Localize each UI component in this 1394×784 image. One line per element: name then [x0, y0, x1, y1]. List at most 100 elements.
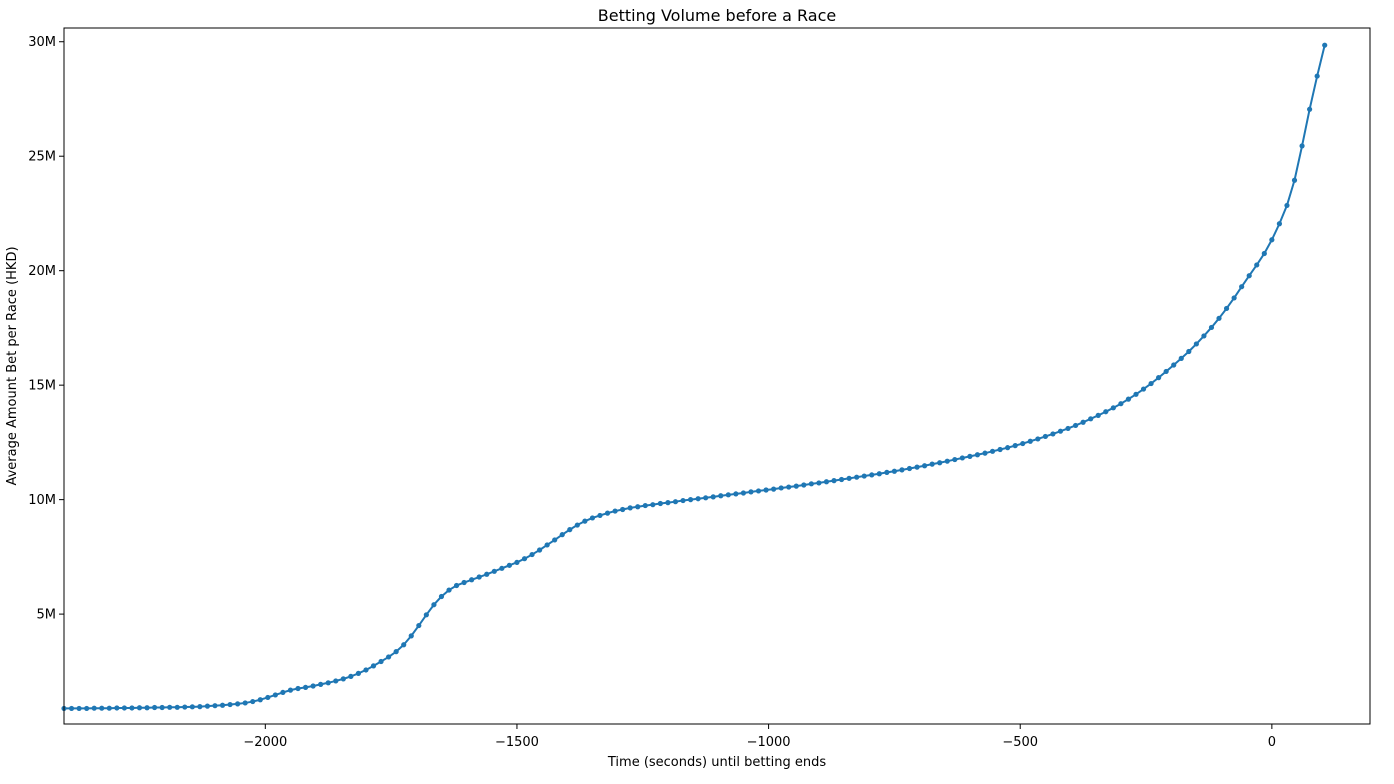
data-point	[838, 476, 845, 483]
data-point	[748, 489, 754, 495]
data-point	[899, 467, 905, 473]
data-point	[310, 683, 316, 689]
data-point	[1035, 436, 1041, 442]
data-point	[755, 488, 762, 494]
data-point	[197, 704, 203, 710]
data-point	[1072, 422, 1079, 429]
data-point	[552, 537, 558, 543]
data-point	[333, 678, 339, 684]
data-point	[84, 705, 90, 712]
data-point	[922, 463, 928, 469]
data-point	[242, 700, 248, 706]
data-point	[378, 658, 384, 665]
data-point	[537, 547, 543, 553]
data-point	[937, 460, 943, 466]
data-point	[612, 508, 618, 514]
data-point	[589, 515, 596, 521]
data-point	[106, 705, 112, 711]
data-point	[114, 705, 120, 711]
data-point	[363, 667, 369, 673]
data-point	[635, 504, 641, 510]
data-point	[876, 471, 882, 477]
data-point	[1133, 391, 1139, 397]
data-point	[1223, 305, 1230, 312]
data-point	[302, 684, 309, 690]
data-point	[884, 469, 890, 475]
y-axis: 5M 10M 15M 20M 25M 30M	[28, 35, 64, 623]
data-point	[1193, 341, 1199, 347]
data-point	[816, 480, 822, 486]
data-point	[672, 499, 679, 505]
data-point	[1140, 386, 1147, 392]
data-point	[182, 704, 188, 710]
data-point	[499, 565, 505, 571]
x-tick-label: −1000	[747, 735, 791, 750]
data-point	[325, 680, 331, 686]
data-point	[1284, 202, 1290, 209]
data-point	[453, 582, 460, 589]
data-point	[544, 542, 550, 548]
data-point	[823, 479, 830, 485]
x-tick-label: −1500	[495, 735, 539, 750]
data-point	[1261, 250, 1267, 257]
data-point	[1005, 445, 1011, 451]
data-point	[1307, 106, 1313, 112]
data-point	[846, 475, 852, 481]
data-point	[265, 694, 271, 701]
data-point	[725, 492, 731, 498]
data-point	[431, 602, 437, 608]
y-tick-label: 5M	[37, 608, 57, 623]
data-point	[687, 497, 694, 503]
data-point	[801, 482, 807, 488]
data-point	[129, 705, 135, 711]
data-point	[710, 494, 716, 500]
data-point	[272, 692, 278, 698]
data-point	[1057, 428, 1064, 434]
data-point	[348, 673, 354, 679]
y-tick-label: 30M	[28, 35, 56, 50]
data-point	[416, 622, 422, 629]
data-point	[99, 705, 105, 711]
data-point	[1239, 284, 1245, 290]
data-point	[287, 687, 294, 693]
data-point	[574, 522, 580, 528]
data-point	[604, 510, 611, 516]
data-point	[997, 446, 1003, 453]
data-point	[280, 689, 286, 696]
data-point	[370, 663, 377, 669]
data-point	[952, 456, 958, 463]
data-point	[1201, 333, 1207, 339]
data-point	[219, 702, 226, 708]
data-point	[1103, 409, 1109, 415]
data-point	[695, 496, 701, 502]
data-point	[763, 487, 769, 493]
data-point	[204, 703, 211, 709]
data-point	[869, 472, 875, 478]
data-point	[167, 704, 173, 710]
data-point	[1163, 368, 1169, 375]
data-point	[944, 458, 950, 464]
data-point	[136, 705, 143, 711]
data-point	[929, 461, 935, 467]
data-point	[212, 703, 218, 709]
data-point	[1118, 401, 1124, 407]
data-point	[423, 612, 429, 618]
data-point	[793, 483, 799, 489]
data-point	[1171, 362, 1177, 368]
data-point	[393, 649, 399, 655]
data-point	[680, 497, 686, 504]
data-point	[582, 518, 588, 524]
data-point	[740, 490, 747, 496]
data-point	[1276, 221, 1283, 227]
data-point	[906, 465, 913, 472]
x-tick-label: −500	[1002, 735, 1038, 750]
y-tick-label: 15M	[28, 379, 56, 394]
data-point	[318, 681, 324, 687]
x-tick-label: 0	[1268, 735, 1276, 750]
data-point	[250, 698, 256, 705]
data-point	[620, 506, 626, 513]
data-point	[174, 704, 180, 710]
data-point	[1110, 405, 1116, 411]
